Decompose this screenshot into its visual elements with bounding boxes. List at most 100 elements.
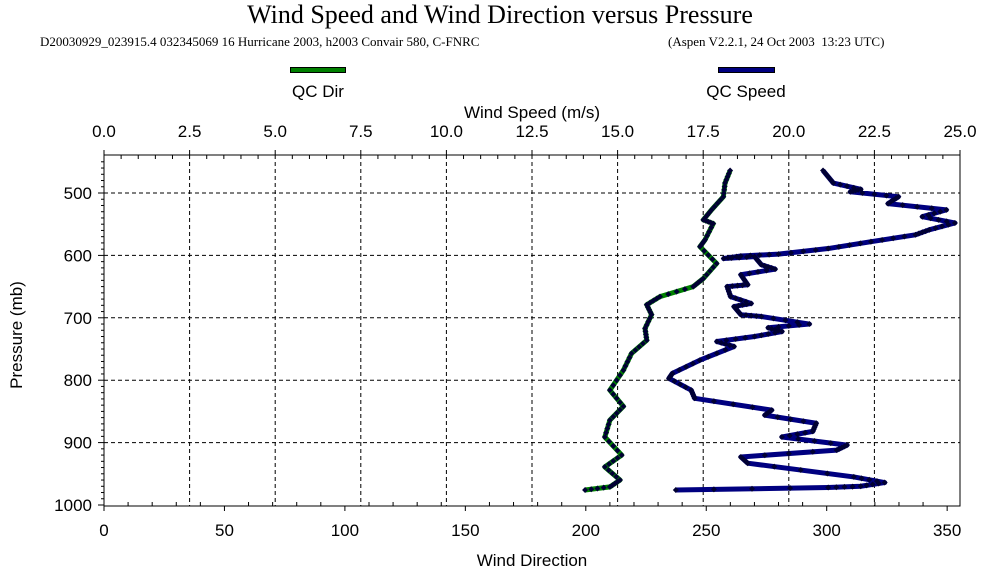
data-point-marker [704, 232, 711, 239]
data-point-marker [643, 337, 650, 344]
data-point-marker [610, 413, 617, 420]
y-tick-label: 800 [64, 371, 92, 390]
data-point-marker [778, 328, 785, 335]
data-point-marker [771, 463, 778, 470]
data-point-marker [691, 395, 698, 402]
data-point-marker [722, 341, 729, 348]
data-point-marker [928, 205, 935, 212]
data-point-marker [867, 238, 874, 245]
data-point-marker [618, 452, 625, 459]
data-point-marker [709, 256, 716, 263]
data-point-marker [730, 401, 737, 408]
data-point-marker [869, 481, 876, 488]
data-point-marker [718, 339, 725, 346]
y-axis-label: Pressure (mb) [7, 281, 26, 389]
data-point-marker [809, 428, 816, 435]
data-point-marker [812, 246, 819, 253]
data-point-marker [606, 438, 613, 445]
data-point-marker [601, 463, 608, 470]
data-point-marker [758, 332, 765, 339]
data-point-marker [736, 254, 743, 261]
data-point-marker [720, 190, 727, 197]
data-point-marker [739, 282, 746, 289]
data-point-marker [901, 233, 908, 240]
data-point-marker [951, 219, 958, 226]
data-point-marker [748, 300, 755, 307]
data-point-marker [775, 323, 782, 330]
data-point-marker [824, 470, 831, 477]
data-point-marker [713, 260, 720, 267]
data-point-marker [617, 399, 624, 406]
data-point-marker [628, 350, 635, 357]
data-point-marker [785, 450, 792, 457]
data-point-marker [748, 485, 755, 492]
x-top-tick-label: 15.0 [601, 122, 634, 141]
x-top-axis-label: Wind Speed (m/s) [464, 103, 600, 122]
x-top-tick-label: 20.0 [772, 122, 805, 141]
data-point-marker [847, 188, 854, 195]
data-point-marker [673, 288, 680, 295]
data-point-marker [683, 363, 690, 370]
data-point-marker [610, 443, 617, 450]
data-point-marker [811, 438, 818, 445]
data-point-marker [710, 398, 717, 405]
data-point-marker [739, 302, 746, 309]
data-point-marker [734, 282, 741, 289]
data-point-marker [753, 313, 760, 320]
data-point-marker [617, 372, 624, 379]
data-point-marker [787, 249, 794, 256]
x-bottom-tick-label: 0 [99, 521, 108, 540]
data-point-marker [796, 321, 803, 328]
data-point-marker [729, 283, 736, 290]
data-point-marker [721, 183, 728, 190]
software-info: (Aspen V2.2.1, 24 Oct 2003 13:23 UTC) [668, 34, 885, 49]
data-point-marker [737, 311, 744, 318]
data-point-marker [857, 240, 864, 247]
data-point-marker [754, 268, 761, 275]
data-point-marker [919, 213, 926, 220]
data-point-marker [825, 484, 832, 491]
data-point-marker [582, 487, 589, 494]
data-point-marker [866, 476, 873, 483]
data-point-marker [600, 484, 607, 491]
data-point-marker [622, 363, 629, 370]
data-point-marker [825, 245, 832, 252]
data-point-marker [932, 225, 939, 232]
data-point-marker [914, 203, 921, 210]
data-point-marker [772, 329, 779, 336]
data-point-marker [665, 291, 672, 298]
legend-label: QC Dir [292, 82, 344, 101]
data-point-marker [885, 200, 892, 207]
data-point-marker [690, 283, 697, 290]
data-point-marker [846, 242, 853, 249]
data-point-marker [850, 473, 857, 480]
data-point-marker [617, 406, 624, 413]
chart-subtitle: D20030929_023915.4 032345069 16 Hurrican… [40, 34, 480, 49]
data-point-marker [588, 486, 595, 493]
x-top-tick-label: 17.5 [687, 122, 720, 141]
x-bottom-tick-label: 350 [933, 521, 961, 540]
x-bottom-tick-label: 50 [215, 521, 234, 540]
data-point-marker [713, 338, 720, 345]
data-point-marker [806, 321, 813, 328]
data-point-marker [743, 254, 750, 261]
data-point-marker [927, 215, 934, 222]
data-point-marker [613, 473, 620, 480]
data-point-marker [871, 191, 878, 198]
data-point-marker [765, 331, 772, 338]
data-point-marker [710, 220, 717, 227]
data-point-marker [890, 235, 897, 242]
data-point-marker [689, 360, 696, 367]
data-point-marker [601, 433, 608, 440]
data-point-marker [858, 475, 865, 482]
data-point-marker [935, 216, 942, 223]
y-tick-label: 900 [64, 434, 92, 453]
data-point-marker [763, 267, 770, 274]
data-point-marker [758, 313, 765, 320]
data-point-marker [636, 343, 643, 350]
data-point-marker [613, 377, 620, 384]
data-point-marker [710, 486, 717, 493]
data-point-marker [717, 197, 724, 204]
data-point-marker [727, 293, 734, 300]
